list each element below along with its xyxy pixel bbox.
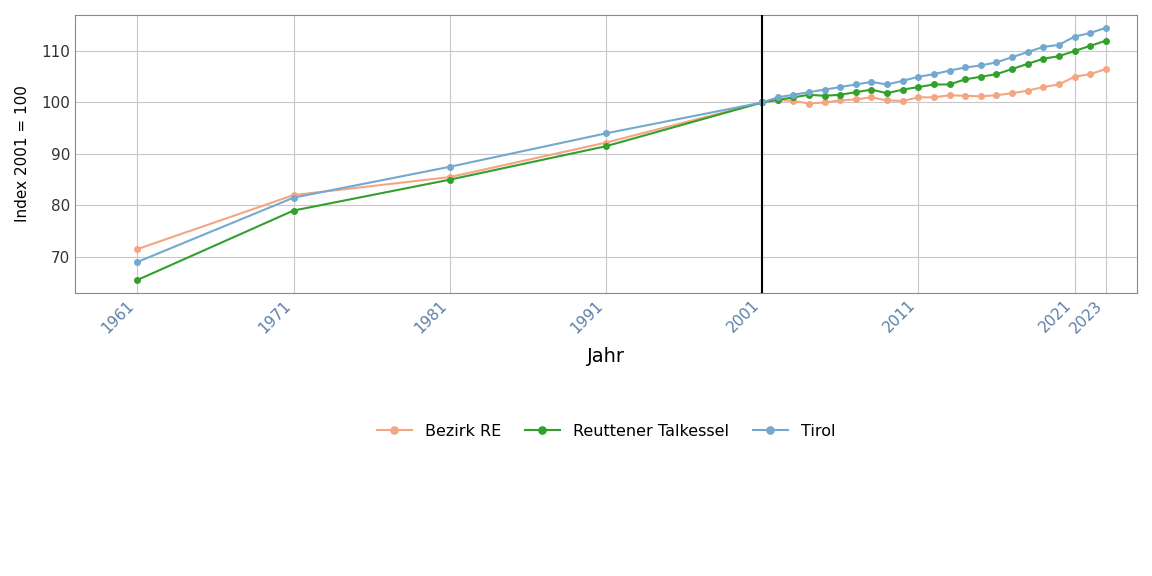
Tirol — [130, 259, 144, 266]
Bezirk RE — [599, 139, 613, 146]
Bezirk RE — [130, 246, 144, 253]
Line: Bezirk RE: Bezirk RE — [135, 100, 765, 252]
Tirol — [756, 99, 770, 106]
Reuttener Talkessel — [442, 176, 456, 183]
Tirol — [599, 130, 613, 137]
Tirol — [442, 164, 456, 170]
Reuttener Talkessel — [756, 99, 770, 106]
Reuttener Talkessel — [287, 207, 301, 214]
Reuttener Talkessel — [599, 143, 613, 150]
Tirol — [287, 194, 301, 201]
Y-axis label: Index 2001 = 100: Index 2001 = 100 — [15, 85, 30, 222]
Reuttener Talkessel — [130, 276, 144, 283]
Bezirk RE — [287, 192, 301, 199]
Line: Reuttener Talkessel: Reuttener Talkessel — [135, 100, 765, 283]
Bezirk RE — [442, 173, 456, 180]
Legend: Bezirk RE, Reuttener Talkessel, Tirol: Bezirk RE, Reuttener Talkessel, Tirol — [370, 418, 841, 445]
X-axis label: Jahr: Jahr — [586, 347, 624, 366]
Line: Tirol: Tirol — [135, 100, 765, 265]
Bezirk RE — [756, 99, 770, 106]
